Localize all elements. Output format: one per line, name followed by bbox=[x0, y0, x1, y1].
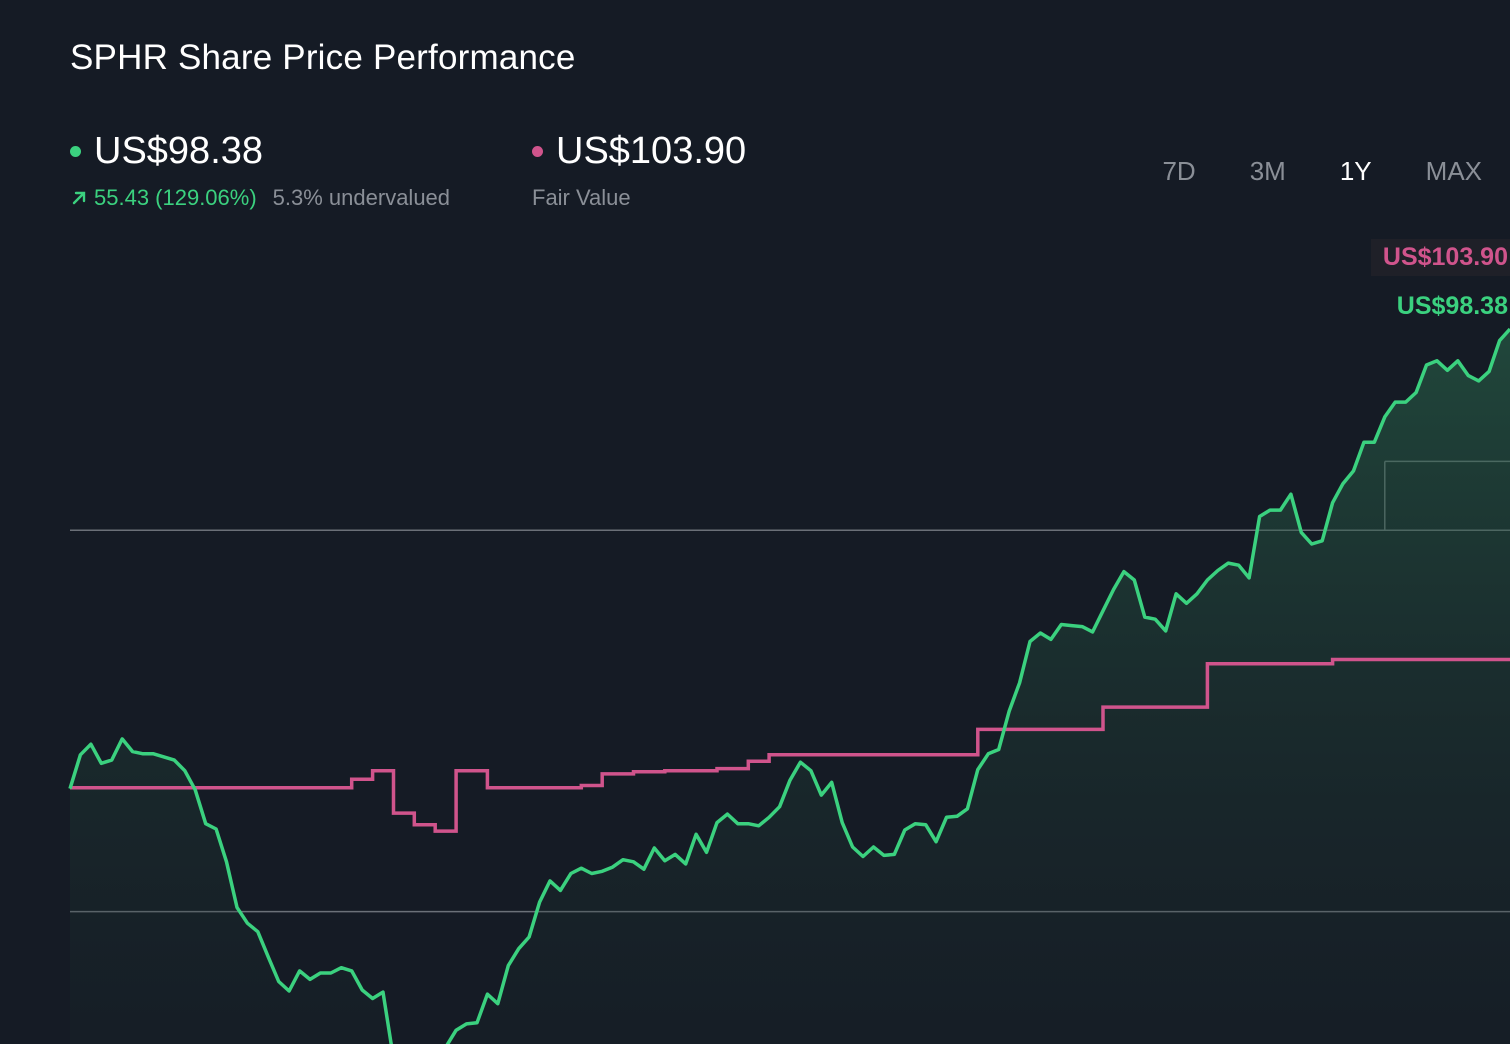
share-price-value: US$98.38 bbox=[94, 130, 264, 172]
valuation-note: 5.3% undervalued bbox=[272, 185, 451, 210]
chart-title: SPHR Share Price Performance bbox=[70, 38, 576, 77]
share-price-dot bbox=[70, 146, 81, 157]
share-price-tag: US$98.38 bbox=[1396, 292, 1508, 320]
fair-value-stat: US$103.90 Fair Value bbox=[532, 130, 746, 211]
share-price-line bbox=[68, 327, 1510, 1044]
fair-value-line bbox=[70, 657, 1510, 833]
share-price-stat: US$98.38 55.43 (129.06%) 5.3% undervalue… bbox=[70, 130, 450, 211]
timeframe-max[interactable]: MAX bbox=[1425, 156, 1482, 186]
arrow-up-right-icon bbox=[70, 189, 88, 207]
price-area bbox=[70, 329, 1510, 1044]
timeframe-1y[interactable]: 1Y bbox=[1339, 156, 1372, 186]
timeframe-7d[interactable]: 7D bbox=[1162, 156, 1196, 186]
timeframe-selector: 7D 3M 1Y MAX bbox=[1108, 156, 1482, 187]
fair-value-dot bbox=[532, 146, 543, 157]
fair-value-label: Fair Value bbox=[532, 185, 631, 210]
price-change: 55.43 (129.06%) bbox=[94, 185, 257, 210]
fair-value-tag: US$103.90 bbox=[1370, 239, 1510, 276]
timeframe-3m[interactable]: 3M bbox=[1249, 156, 1286, 186]
fair-value-value: US$103.90 bbox=[556, 130, 747, 172]
